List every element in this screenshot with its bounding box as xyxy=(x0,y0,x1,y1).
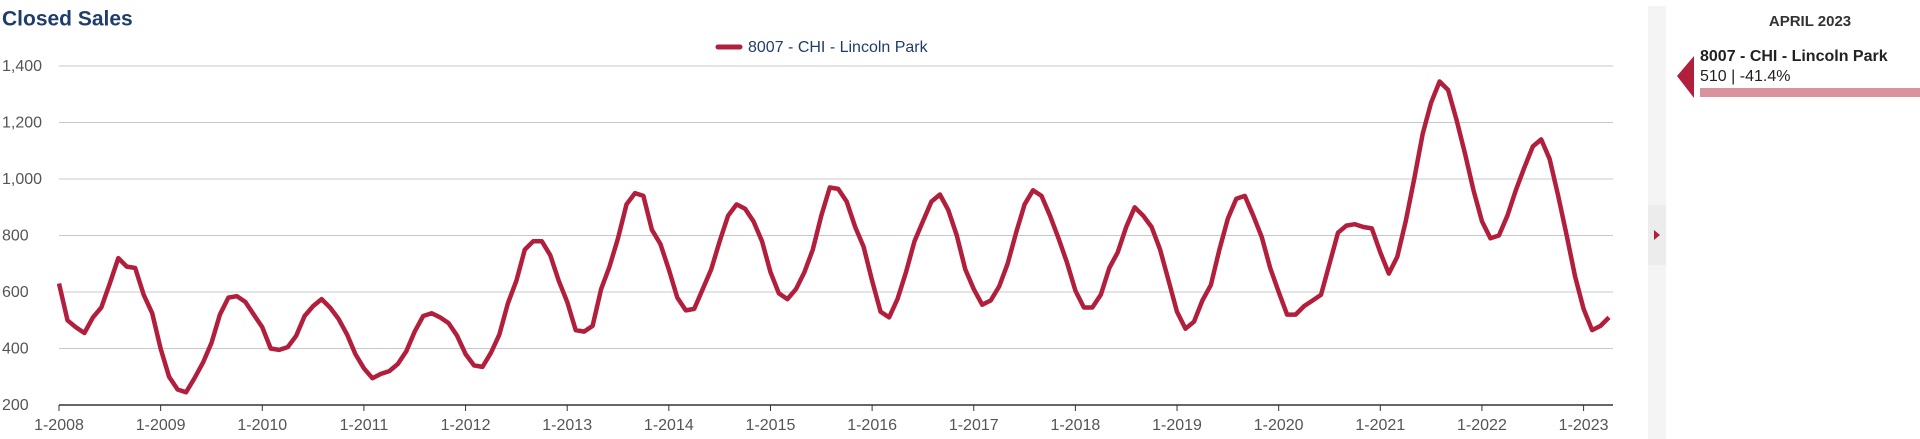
x-tick-label: 1-2008 xyxy=(34,417,84,434)
y-tick-label: 1,000 xyxy=(2,171,42,188)
x-tick-label: 1-2014 xyxy=(644,417,694,434)
x-tick-label: 1-2022 xyxy=(1457,417,1507,434)
x-tick-label: 1-2011 xyxy=(340,417,389,434)
x-tick-label: 1-2023 xyxy=(1559,417,1609,434)
y-tick-label: 800 xyxy=(2,228,29,245)
chart-title: Closed Sales xyxy=(2,8,133,31)
y-tick-label: 1,400 xyxy=(2,58,42,75)
sidebar-bar xyxy=(1700,88,1920,97)
x-tick-label: 1-2010 xyxy=(237,417,287,434)
x-tick-label: 1-2015 xyxy=(746,417,796,434)
x-tick-label: 1-2013 xyxy=(542,417,592,434)
x-tick-label: 1-2021 xyxy=(1355,417,1405,434)
series-line xyxy=(56,79,1611,395)
expand-arrow[interactable] xyxy=(1654,230,1660,240)
sidebar-summary: 510 | -41.4% xyxy=(1700,68,1790,85)
y-tick-label: 200 xyxy=(2,397,29,414)
x-tick-label: 1-2018 xyxy=(1050,417,1100,434)
x-tick-label: 1-2016 xyxy=(847,417,897,434)
x-tick-label: 1-2019 xyxy=(1152,417,1202,434)
sidebar-period: APRIL 2023 xyxy=(1769,13,1851,30)
x-tick-label: 1-2009 xyxy=(136,417,186,434)
legend: 8007 - CHI - Lincoln Park xyxy=(715,39,929,56)
y-tick-label: 400 xyxy=(2,341,29,358)
sidebar-name: 8007 - CHI - Lincoln Park xyxy=(1700,48,1888,65)
legend-label: 8007 - CHI - Lincoln Park xyxy=(748,39,929,56)
sidebar-marker xyxy=(1677,56,1694,98)
y-tick-label: 600 xyxy=(2,284,29,301)
x-tick-label: 1-2020 xyxy=(1254,417,1304,434)
y-tick-label: 1,200 xyxy=(2,115,42,132)
x-tick-label: 1-2012 xyxy=(441,417,491,434)
x-tick-label: 1-2017 xyxy=(949,417,999,434)
